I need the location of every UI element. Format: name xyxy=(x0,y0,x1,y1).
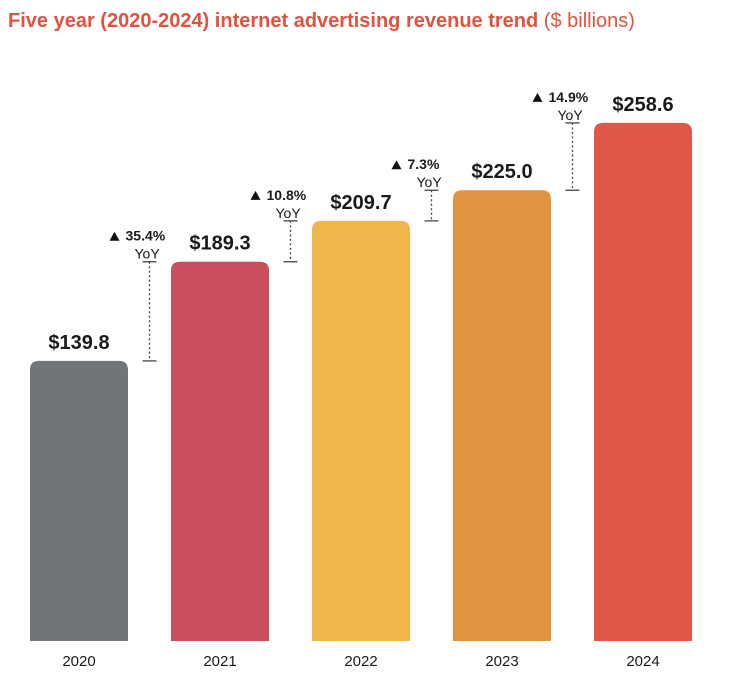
value-label-2022: $209.7 xyxy=(330,192,391,214)
bar-2020 xyxy=(30,360,128,641)
x-tick-label-2023: 2023 xyxy=(485,653,518,670)
value-label-2021: $189.3 xyxy=(189,233,250,255)
chart-title-unit: ($ billions) xyxy=(543,10,635,32)
yoy-pct-2022: 10.8% xyxy=(267,187,307,203)
bar-2024 xyxy=(594,122,692,642)
chart-title: Five year (2020-2024) internet advertisi… xyxy=(8,10,635,33)
x-tick-label-2021: 2021 xyxy=(203,653,236,670)
value-label-2023: $225.0 xyxy=(471,161,532,183)
bar-2021 xyxy=(171,261,269,641)
value-label-2020: $139.8 xyxy=(48,332,109,354)
x-tick-label-2022: 2022 xyxy=(344,653,377,670)
yoy-pct-2021: 35.4% xyxy=(126,228,166,244)
up-arrow-icon xyxy=(391,160,402,170)
bar-2023 xyxy=(453,190,551,642)
value-label-2024: $258.6 xyxy=(612,94,673,116)
yoy-label-2021: YoY xyxy=(135,246,161,262)
yoy-label-2022: YoY xyxy=(276,205,302,221)
yoy-label-2024: YoY xyxy=(558,107,584,123)
x-tick-label-2020: 2020 xyxy=(62,653,95,670)
up-arrow-icon xyxy=(532,92,543,102)
chart-title-main: Five year (2020-2024) internet advertisi… xyxy=(8,10,539,32)
yoy-pct-2023: 7.3% xyxy=(408,156,440,172)
yoy-pct-2024: 14.9% xyxy=(549,89,589,105)
up-arrow-icon xyxy=(250,190,261,200)
bar-2022 xyxy=(312,220,410,641)
up-arrow-icon xyxy=(109,231,120,241)
yoy-label-2023: YoY xyxy=(417,174,443,190)
x-tick-label-2024: 2024 xyxy=(626,653,659,670)
